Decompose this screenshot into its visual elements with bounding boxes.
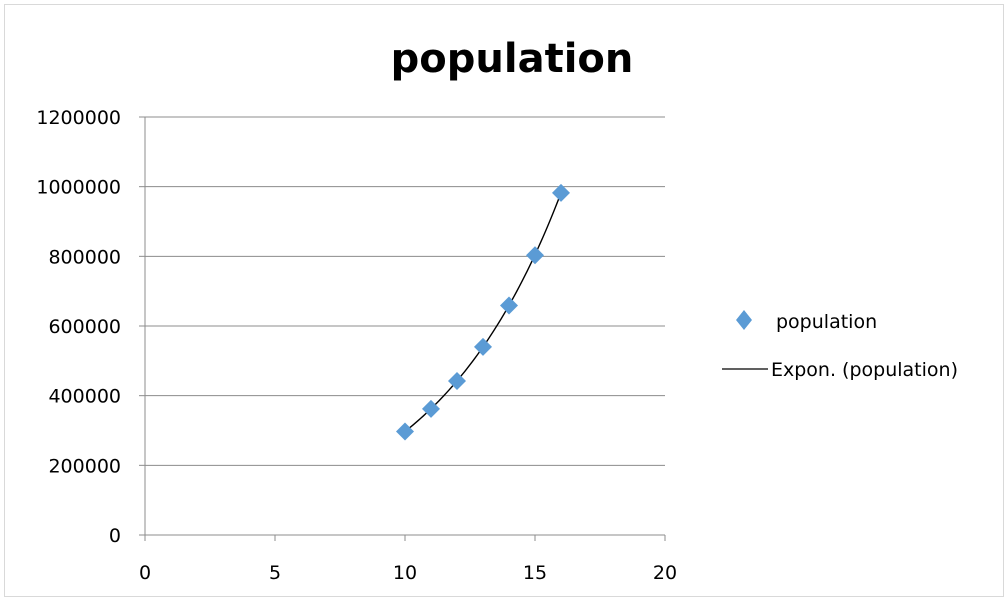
y-tick-label: 400000 xyxy=(48,386,121,408)
x-tick-label: 5 xyxy=(269,562,281,584)
data-point xyxy=(448,372,466,391)
legend-marker-population xyxy=(736,310,752,330)
chart-frame xyxy=(4,4,1004,597)
y-tick-label: 1000000 xyxy=(36,177,121,199)
y-tick-label: 200000 xyxy=(48,455,121,477)
y-axis-tick-labels: 0 200000 400000 600000 800000 1000000 1200000 xyxy=(36,107,121,547)
x-tick-label: 15 xyxy=(523,562,547,584)
x-tick-label: 10 xyxy=(393,562,417,584)
legend-label-trendline: Expon. (population) xyxy=(771,359,958,381)
data-points xyxy=(396,183,570,441)
data-point xyxy=(474,337,492,356)
y-tick-label: 600000 xyxy=(48,316,121,338)
y-tick-label: 1200000 xyxy=(36,107,121,129)
x-tick-label: 0 xyxy=(139,562,151,584)
chart-title: population xyxy=(391,36,634,82)
data-point xyxy=(396,422,414,441)
x-tick-label: 20 xyxy=(653,562,677,584)
data-point xyxy=(526,246,544,265)
y-tick-label: 0 xyxy=(109,525,121,547)
axes xyxy=(139,116,666,541)
data-point xyxy=(500,296,518,315)
legend: population Expon. (population) xyxy=(722,310,958,381)
x-axis-tick-labels: 0 5 10 15 20 xyxy=(139,562,677,584)
data-point xyxy=(422,399,440,418)
gridlines xyxy=(145,116,665,466)
y-tick-label: 800000 xyxy=(48,246,121,268)
data-point xyxy=(552,183,570,202)
legend-label-population: population xyxy=(776,311,877,333)
